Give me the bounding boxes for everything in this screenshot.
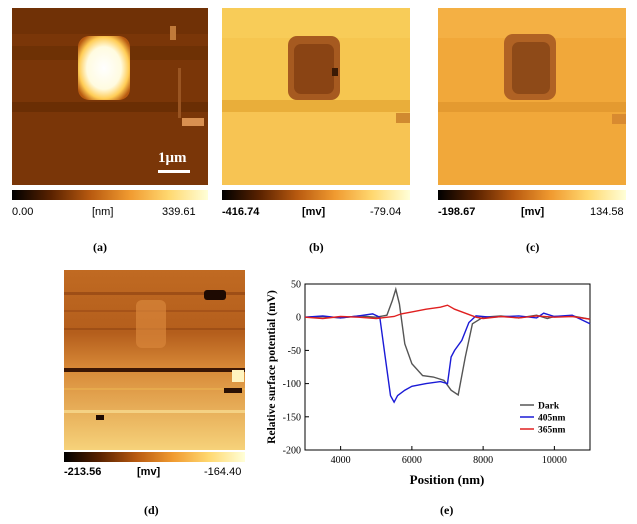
legend-entry: 365nm: [538, 426, 566, 436]
y-tick-label: 0: [296, 313, 301, 324]
legend-entry: Dark: [538, 402, 560, 412]
colorbar-d-min: -213.56: [64, 466, 102, 478]
colorbar-a: [12, 190, 208, 200]
panel-label-c: (c): [526, 240, 540, 254]
y-tick-label: -150: [283, 412, 301, 423]
y-axis-label: Relative surface potential (mV): [266, 290, 278, 444]
colorbar-c: [438, 190, 626, 200]
colorbar-a-max: 339.61: [162, 206, 196, 218]
panel-label-b: (b): [309, 240, 324, 254]
colorbar-d: [64, 452, 245, 462]
y-tick-label: 50: [291, 280, 301, 291]
colorbar-d-unit: [mv]: [137, 466, 161, 478]
x-tick-label: 6000: [402, 455, 422, 466]
scale-bar-label: 1μm: [158, 150, 187, 166]
y-tick-label: -50: [288, 346, 301, 357]
colorbar-b-unit: [mv]: [302, 206, 326, 218]
x-axis-label: Position (nm): [410, 472, 485, 487]
colorbar-b: [222, 190, 410, 200]
legend-entry: 405nm: [538, 414, 566, 424]
topography-image-a: [12, 8, 208, 185]
colorbar-a-unit: [nm]: [92, 206, 114, 218]
panel-label-a: (a): [93, 240, 107, 254]
y-tick-label: -200: [283, 446, 301, 457]
scale-bar: [158, 170, 190, 173]
panel-label-d: (d): [144, 503, 159, 517]
x-tick-label: 8000: [473, 455, 493, 466]
legend: Dark 405nm 365nm: [520, 402, 566, 436]
potential-image-c: [438, 8, 626, 185]
colorbar-d-max: -164.40: [204, 466, 242, 478]
series-line-405nm: [304, 312, 591, 404]
colorbar-c-unit: [mv]: [521, 206, 545, 218]
surface-potential-chart: 50 0 -50 -100 -150 -200 4000 6000 8000 10000 Rel…: [266, 280, 591, 487]
series-line-365nm: [304, 304, 591, 320]
potential-image-d: [64, 270, 245, 450]
y-tick-label: -100: [283, 379, 301, 390]
colorbar-b-max: -79.04: [370, 206, 402, 218]
x-tick-label: 4000: [331, 455, 351, 466]
colorbar-a-min: 0.00: [12, 206, 34, 218]
panel-label-e: (e): [440, 503, 454, 517]
colorbar-c-max: 134.58: [590, 206, 624, 218]
colorbar-b-min: -416.74: [222, 206, 260, 218]
colorbar-c-min: -198.67: [438, 206, 476, 218]
potential-image-b: [222, 8, 410, 185]
plot-frame: [304, 283, 591, 451]
x-tick-label: 10000: [542, 455, 567, 466]
